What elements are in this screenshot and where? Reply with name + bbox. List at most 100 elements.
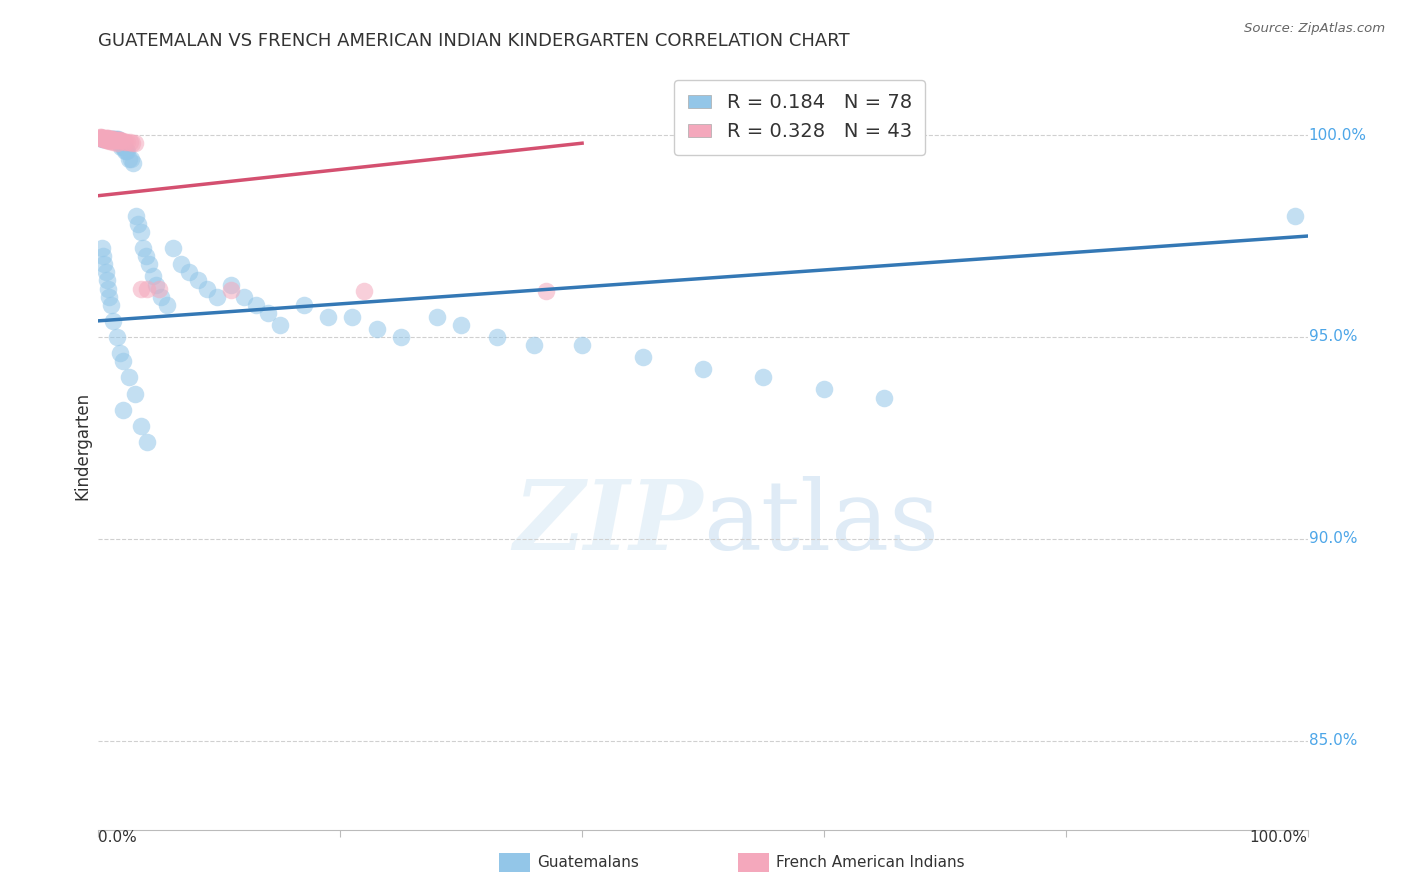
Point [129, 281, 152, 295]
Point [93, 131, 115, 145]
Point [692, 362, 714, 376]
Point [1284, 209, 1306, 223]
Point [108, 136, 131, 151]
Text: atlas: atlas [703, 475, 939, 570]
Point [121, 136, 143, 150]
Point [108, 133, 131, 147]
Text: 95.0%: 95.0% [1309, 329, 1357, 344]
Point [142, 269, 165, 284]
Point [450, 318, 472, 332]
Point [105, 136, 128, 151]
Point [94, 131, 117, 145]
Point [96, 273, 118, 287]
Point [96, 133, 118, 147]
Point [118, 370, 141, 384]
Text: French American Indians: French American Indians [776, 855, 965, 870]
Point [101, 135, 124, 149]
Point [89, 130, 111, 145]
Point [91, 249, 114, 263]
Point [91, 130, 114, 145]
Point [138, 257, 160, 271]
Point [101, 132, 124, 146]
Point [94, 265, 117, 279]
Point [90, 130, 112, 145]
Point [89, 130, 111, 145]
Point [103, 132, 125, 146]
Point [752, 370, 775, 384]
Point [100, 132, 122, 146]
Point [93, 257, 115, 271]
Point [205, 290, 228, 304]
Point [90, 131, 112, 145]
Point [96, 131, 118, 145]
Point [103, 132, 125, 146]
Point [110, 140, 132, 154]
Point [366, 322, 388, 336]
Point [91, 132, 114, 146]
Point [100, 132, 122, 146]
Point [389, 330, 412, 344]
Text: 90.0%: 90.0% [1309, 532, 1357, 547]
Point [112, 140, 135, 154]
Point [96, 132, 118, 146]
Point [122, 156, 145, 170]
Point [124, 386, 146, 401]
Point [353, 284, 375, 298]
Point [156, 298, 179, 312]
Point [132, 241, 155, 255]
Point [120, 153, 142, 167]
Point [187, 273, 209, 287]
Point [107, 133, 129, 147]
Point [107, 132, 129, 146]
Point [97, 132, 120, 146]
Point [145, 277, 167, 292]
Point [115, 145, 138, 159]
Text: 85.0%: 85.0% [1309, 733, 1357, 748]
Point [91, 241, 114, 255]
Point [100, 132, 122, 146]
Point [105, 133, 128, 147]
Point [98, 134, 121, 148]
Point [111, 354, 134, 368]
Text: 100.0%: 100.0% [1250, 830, 1308, 845]
Point [111, 134, 134, 148]
Point [110, 134, 132, 148]
Point [221, 283, 243, 297]
Point [111, 402, 134, 417]
Point [97, 281, 120, 295]
Point [94, 132, 117, 146]
Point [105, 330, 128, 344]
Point [135, 434, 157, 449]
Point [104, 132, 127, 146]
Point [813, 383, 835, 397]
Point [245, 298, 267, 312]
Point [523, 338, 546, 352]
Point [93, 132, 115, 146]
Text: ZIP: ZIP [513, 475, 703, 570]
Point [94, 132, 117, 146]
Point [269, 318, 291, 332]
Point [91, 132, 114, 146]
Text: Source: ZipAtlas.com: Source: ZipAtlas.com [1244, 22, 1385, 36]
Text: GUATEMALAN VS FRENCH AMERICAN INDIAN KINDERGARTEN CORRELATION CHART: GUATEMALAN VS FRENCH AMERICAN INDIAN KIN… [98, 32, 851, 50]
Point [93, 132, 115, 146]
Point [631, 350, 654, 364]
Point [108, 136, 131, 151]
Y-axis label: Kindergarten: Kindergarten [73, 392, 91, 500]
Point [91, 130, 114, 145]
Point [292, 298, 315, 312]
Point [91, 131, 114, 145]
Point [256, 306, 278, 320]
Legend: R = 0.184   N = 78, R = 0.328   N = 43: R = 0.184 N = 78, R = 0.328 N = 43 [673, 79, 925, 155]
Point [221, 277, 243, 292]
Point [100, 134, 122, 148]
Point [135, 249, 157, 263]
Point [148, 282, 170, 296]
Point [135, 281, 157, 295]
Point [342, 310, 364, 324]
Point [118, 136, 141, 150]
Point [179, 265, 201, 279]
Point [124, 136, 146, 151]
Point [101, 132, 124, 146]
Point [232, 290, 254, 304]
